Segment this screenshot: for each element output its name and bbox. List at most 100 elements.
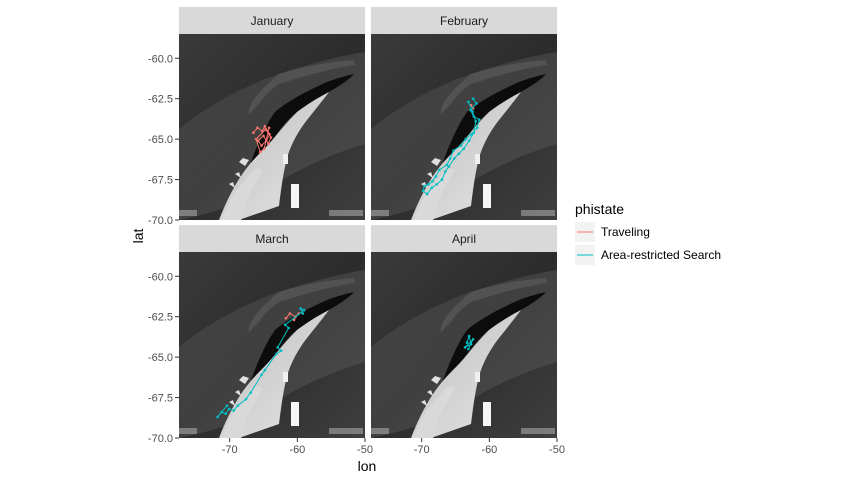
track-point-area-restricted-search — [469, 342, 473, 346]
track-point-area-restricted-search — [299, 307, 303, 310]
track-point-area-restricted-search — [227, 407, 231, 411]
track-point-traveling — [260, 144, 263, 147]
track-point-area-restricted-search — [467, 347, 470, 351]
track-point-area-restricted-search — [462, 147, 466, 151]
x-tick-label: -50 — [357, 444, 373, 456]
track-point-traveling — [267, 142, 270, 146]
legend-label: Traveling — [601, 225, 650, 239]
track-point-area-restricted-search — [287, 326, 290, 330]
track-point-traveling — [268, 133, 271, 136]
track-point-traveling — [288, 312, 292, 315]
track-point-area-restricted-search — [224, 412, 227, 416]
facet-strip-label: January — [251, 14, 294, 28]
track-point-traveling — [252, 131, 255, 134]
basemap-image — [371, 252, 557, 438]
facet-strip — [371, 7, 557, 34]
y-tick-label: -67.5 — [148, 393, 173, 405]
y-tick-label: -62.5 — [148, 94, 173, 106]
track-point-area-restricted-search — [236, 404, 240, 408]
track-point-traveling — [284, 317, 288, 320]
track-point-area-restricted-search — [447, 165, 451, 168]
x-tick-label: -70 — [222, 444, 238, 456]
track-point-area-restricted-search — [430, 186, 434, 189]
track-point-traveling — [263, 124, 267, 128]
track-point-area-restricted-search — [459, 144, 463, 147]
facet-strip — [179, 225, 365, 252]
track-point-traveling — [264, 128, 267, 131]
track-point-area-restricted-search — [475, 126, 479, 130]
facet-strip-label: February — [440, 14, 488, 28]
x-tick-label: -50 — [549, 444, 565, 456]
x-tick-label: -70 — [414, 444, 430, 456]
facet-panel-march: March — [179, 225, 365, 438]
track-point-area-restricted-search — [302, 308, 306, 312]
track-point-area-restricted-search — [477, 118, 481, 121]
track-point-area-restricted-search — [421, 189, 425, 193]
track-point-area-restricted-search — [467, 334, 471, 338]
track-point-traveling — [262, 147, 266, 151]
facet-strip-label: April — [452, 232, 476, 246]
track-point-traveling — [258, 150, 262, 154]
facet-panel-february: February — [371, 7, 557, 220]
track-point-area-restricted-search — [469, 133, 473, 136]
track-point-traveling — [267, 126, 271, 130]
track-point-area-restricted-search — [472, 131, 476, 134]
track-point-area-restricted-search — [249, 391, 252, 395]
track-point-area-restricted-search — [220, 410, 223, 414]
track-point-area-restricted-search — [263, 368, 267, 372]
track-point-area-restricted-search — [463, 346, 467, 349]
track-point-area-restricted-search — [474, 120, 478, 123]
track-point-area-restricted-search — [423, 184, 426, 188]
track-point-area-restricted-search — [438, 168, 441, 172]
y-tick-label: -62.5 — [148, 312, 173, 324]
legend-label: Area-restricted Search — [601, 248, 721, 262]
track-point-area-restricted-search — [232, 409, 236, 412]
legend-item-traveling: Traveling — [575, 222, 650, 242]
track-point-area-restricted-search — [225, 404, 229, 408]
y-axis-title: lat — [130, 229, 146, 244]
track-point-traveling — [269, 136, 273, 139]
track-point-area-restricted-search — [444, 170, 447, 173]
track-point-traveling — [292, 318, 296, 322]
x-tick-label: -60 — [289, 444, 305, 456]
track-point-area-restricted-search — [448, 157, 452, 160]
y-tick-label: -65.0 — [148, 134, 173, 146]
panels-group: January February March April — [179, 7, 557, 438]
track-point-area-restricted-search — [467, 139, 471, 142]
track-point-area-restricted-search — [471, 338, 475, 341]
legend-item-area-restricted-search: Area-restricted Search — [575, 245, 721, 265]
track-point-area-restricted-search — [275, 352, 278, 356]
track-point-area-restricted-search — [471, 110, 474, 113]
track-point-area-restricted-search — [434, 175, 438, 178]
facet-panel-january: January — [179, 7, 365, 220]
track-point-traveling — [256, 139, 260, 142]
track-point-area-restricted-search — [445, 163, 449, 167]
axes-layer: -60.0 -62.5 -65.0 -67.5 -70.0 -60.0 -62.5 -65.0… — [148, 53, 565, 456]
track-point-area-restricted-search — [452, 157, 456, 160]
y-tick-label: -65.0 — [148, 352, 173, 364]
track-point-traveling — [262, 134, 265, 138]
track-point-area-restricted-search — [427, 183, 430, 186]
track-point-area-restricted-search — [457, 152, 461, 155]
x-axis-title: lon — [358, 458, 377, 474]
track-point-area-restricted-search — [464, 137, 468, 141]
track-point-area-restricted-search — [279, 349, 283, 353]
track-point-traveling — [256, 126, 259, 130]
x-tick-label: -60 — [481, 444, 497, 456]
basemap-image — [371, 34, 557, 220]
track-point-area-restricted-search — [469, 108, 472, 112]
track-point-traveling — [254, 137, 258, 141]
track-point-area-restricted-search — [440, 178, 444, 181]
track-point-area-restricted-search — [452, 149, 455, 152]
y-tick-label: -60.0 — [148, 271, 173, 283]
track-point-area-restricted-search — [425, 192, 429, 196]
track-point-area-restricted-search — [276, 346, 280, 349]
facet-strip — [179, 7, 365, 34]
track-point-traveling — [260, 129, 264, 133]
facet-strip-label: March — [255, 232, 288, 246]
legend: phistate Traveling Area-restricted Searc… — [575, 201, 721, 265]
track-point-area-restricted-search — [435, 183, 438, 186]
track-point-area-restricted-search — [467, 100, 470, 104]
facet-strip — [371, 225, 557, 252]
track-point-area-restricted-search — [472, 115, 476, 118]
